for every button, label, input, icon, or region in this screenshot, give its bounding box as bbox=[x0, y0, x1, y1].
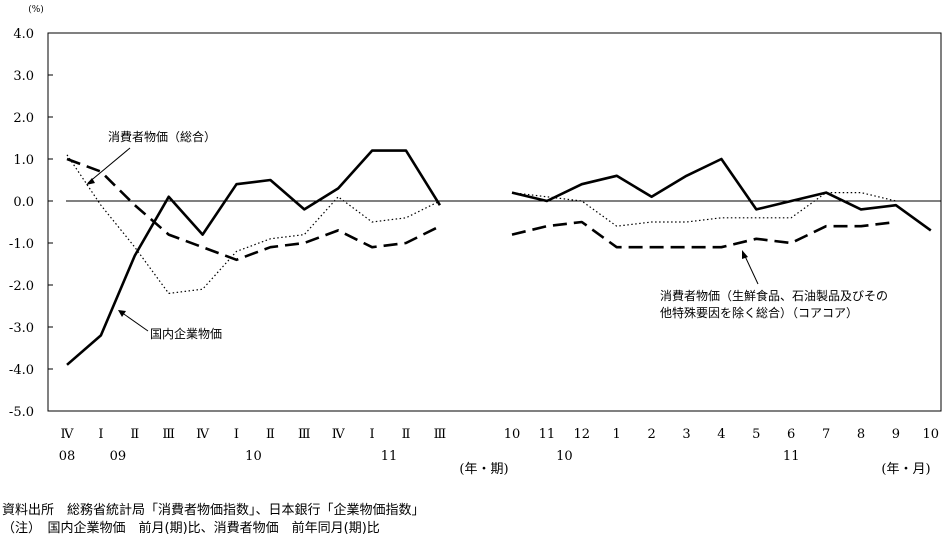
series-line-monthly-dashed bbox=[511, 220, 897, 249]
x-tick-label: Ⅳ bbox=[196, 427, 210, 442]
annotation-cgpi-arrowhead bbox=[118, 310, 126, 317]
x-tick-label: 4 bbox=[717, 427, 725, 442]
source-note: 資料出所 総務省統計局「消費者物価指数」、日本銀行「企業物価指数」 bbox=[2, 503, 425, 518]
x-tick-label: Ⅲ bbox=[434, 427, 447, 442]
annotation-core-label-2: 他特殊要因を除く総合）（コアコア） bbox=[660, 305, 858, 320]
annotation-cpi-label: 消費者物価（総合） bbox=[108, 129, 216, 144]
series-line-monthly-solid bbox=[511, 157, 932, 232]
annotation-core-arrow bbox=[743, 253, 759, 285]
series-line-quarterly-dashed bbox=[66, 157, 441, 262]
annotations: 消費者物価（総合） 国内企業物価 消費者物価（生鮮食品、石油製品及びその 他特殊… bbox=[86, 129, 888, 341]
x-tick-label: 3 bbox=[682, 427, 690, 442]
x-tick-label: Ⅳ bbox=[332, 427, 346, 442]
plot-frame bbox=[47, 32, 942, 412]
year-label: 11 bbox=[381, 449, 398, 464]
x-tick-label: 1 bbox=[613, 427, 621, 442]
annotation-core-arrowhead bbox=[742, 250, 748, 259]
x-tick-label: Ⅱ bbox=[402, 427, 411, 442]
x-tick-label: Ⅳ bbox=[61, 427, 75, 442]
year-label: 11 bbox=[783, 449, 800, 464]
x-unit-label: (年・月) bbox=[881, 462, 930, 477]
series-line-quarterly-solid bbox=[66, 149, 442, 366]
series-line-quarterly-dotted bbox=[66, 154, 441, 294]
annotation-cpi-arrowhead bbox=[86, 178, 95, 185]
x-tick-label: 10 bbox=[504, 427, 521, 442]
x-tick-label: Ⅰ bbox=[98, 427, 103, 442]
x-tick-label: Ⅲ bbox=[298, 427, 311, 442]
y-axis: 4.0 3.0 2.0 1.0 0.0 -1.0 -2.0 -3.0 -4.0 -5.0 bbox=[9, 27, 53, 420]
x-tick-label: 10 bbox=[923, 427, 940, 442]
x-tick-label: 7 bbox=[822, 427, 830, 442]
annotation-cgpi-arrow bbox=[120, 311, 149, 332]
annotation-core-label-1: 消費者物価（生鮮食品、石油製品及びその bbox=[660, 288, 888, 303]
y-unit-label: (%) bbox=[28, 4, 44, 15]
x-tick-label: 11 bbox=[539, 427, 556, 442]
y-tick-label: -2.0 bbox=[9, 279, 34, 294]
y-tick-label: -1.0 bbox=[9, 237, 34, 252]
series-line-monthly-dotted bbox=[511, 192, 897, 227]
series-layer bbox=[66, 149, 932, 366]
annotation-cgpi-label: 国内企業物価 bbox=[150, 326, 222, 341]
y-tick-label: -5.0 bbox=[9, 405, 34, 420]
x-tick-label: 8 bbox=[857, 427, 865, 442]
year-label: 08 bbox=[59, 449, 76, 464]
y-tick-label: -4.0 bbox=[9, 363, 34, 378]
x-tick-label: Ⅱ bbox=[130, 427, 139, 442]
x-tick-label: 5 bbox=[752, 427, 760, 442]
year-label: 09 bbox=[110, 449, 127, 464]
annotation-cpi-arrow bbox=[87, 147, 131, 184]
footnote: （注） 国内企業物価 前月(期)比、消費者物価 前年同月(期)比 bbox=[2, 521, 380, 536]
y-tick-label: -3.0 bbox=[9, 321, 34, 336]
x-tick-label: Ⅲ bbox=[162, 427, 175, 442]
y-tick-label: 3.0 bbox=[13, 69, 34, 84]
x-tick-label: 9 bbox=[892, 427, 900, 442]
y-tick-label: 2.0 bbox=[13, 111, 34, 126]
year-label: 10 bbox=[245, 449, 262, 464]
x-tick-label: 12 bbox=[574, 427, 591, 442]
x-tick-label: 2 bbox=[647, 427, 655, 442]
x-tick-label: Ⅱ bbox=[266, 427, 275, 442]
x-tick-label: Ⅰ bbox=[370, 427, 375, 442]
x-unit-label: (年・期) bbox=[459, 462, 508, 477]
y-tick-label: 0.0 bbox=[13, 195, 34, 210]
x-tick-label: Ⅰ bbox=[234, 427, 239, 442]
x-tick-label: 6 bbox=[787, 427, 795, 442]
y-tick-label: 4.0 bbox=[13, 27, 34, 42]
year-label: 10 bbox=[556, 449, 573, 464]
y-tick-label: 1.0 bbox=[13, 153, 34, 168]
